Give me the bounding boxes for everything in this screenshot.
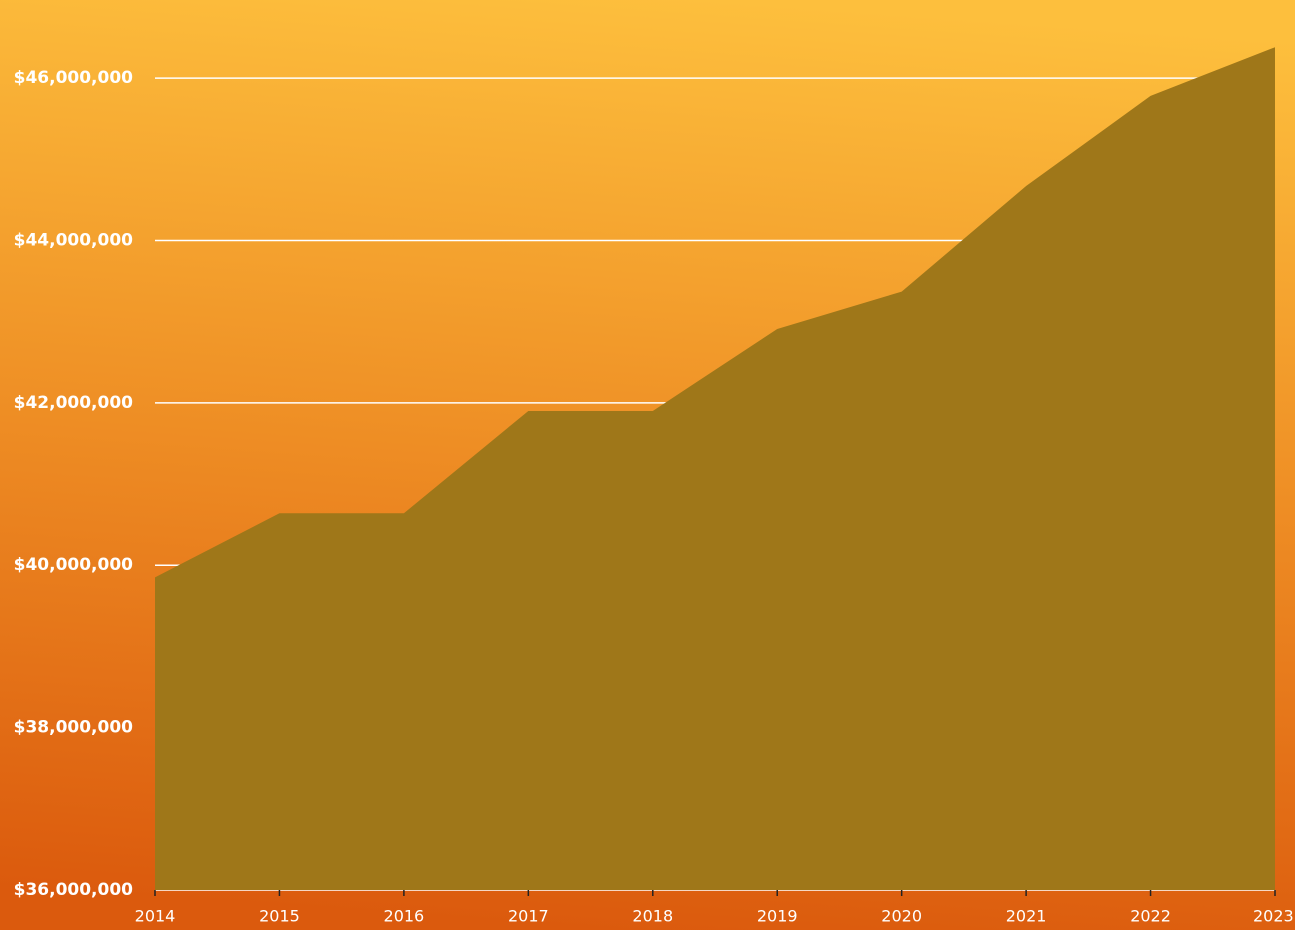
- y-tick-label: $36,000,000: [14, 880, 134, 900]
- x-tick-label: 2021: [1006, 907, 1047, 926]
- x-tick-label: 2019: [757, 907, 798, 926]
- y-tick-label: $40,000,000: [14, 555, 134, 575]
- y-tick-label: $44,000,000: [14, 230, 134, 250]
- x-tick-label: 2014: [135, 907, 176, 926]
- x-tick-label: 2018: [632, 907, 673, 926]
- x-tick-label: 2022: [1130, 907, 1171, 926]
- axes: $36,000,000 $38,000,000 $40,000,000 $42,000…: [14, 5, 1294, 926]
- x-tick-label: 2023: [1253, 907, 1294, 926]
- x-tick-label: 2016: [384, 907, 425, 926]
- y-tick-label: $42,000,000: [14, 393, 134, 413]
- area: [155, 47, 1275, 890]
- plot: [155, 47, 1275, 890]
- y-tick-label: $38,000,000: [14, 718, 134, 738]
- y-tick-label: $46,000,000: [14, 68, 134, 88]
- x-tick-label: 2017: [508, 907, 549, 926]
- x-tick-label: 2015: [259, 907, 300, 926]
- x-tick-label: 2020: [881, 907, 922, 926]
